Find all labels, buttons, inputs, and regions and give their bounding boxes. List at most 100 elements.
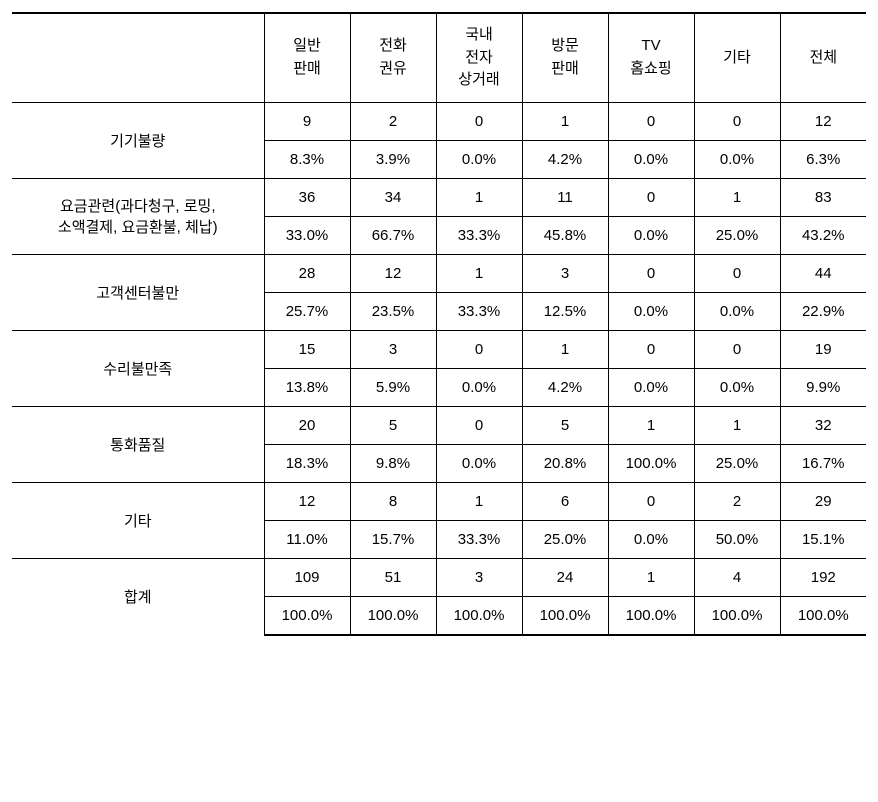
cell-count: 1 xyxy=(436,482,522,520)
cell-pct: 3.9% xyxy=(350,140,436,178)
cell-pct: 0.0% xyxy=(694,292,780,330)
cell-pct: 25.0% xyxy=(522,520,608,558)
cell-pct: 100.0% xyxy=(780,596,866,635)
cell-pct: 20.8% xyxy=(522,444,608,482)
cell-pct: 43.2% xyxy=(780,216,866,254)
col-header: 전화권유 xyxy=(350,13,436,102)
cell-count: 2 xyxy=(350,102,436,140)
cell-pct: 0.0% xyxy=(436,444,522,482)
cell-pct: 100.0% xyxy=(264,596,350,635)
cell-pct: 11.0% xyxy=(264,520,350,558)
cell-count: 24 xyxy=(522,558,608,596)
cell-pct: 8.3% xyxy=(264,140,350,178)
cell-pct: 16.7% xyxy=(780,444,866,482)
col-header: 전체 xyxy=(780,13,866,102)
cell-count: 0 xyxy=(608,254,694,292)
cell-pct: 0.0% xyxy=(608,216,694,254)
cell-count: 0 xyxy=(608,330,694,368)
cell-pct: 15.1% xyxy=(780,520,866,558)
col-header: TV홈쇼핑 xyxy=(608,13,694,102)
cell-count: 1 xyxy=(436,254,522,292)
cell-pct: 5.9% xyxy=(350,368,436,406)
table-row: 통화품질 20 5 0 5 1 1 32 xyxy=(12,406,866,444)
cell-count: 34 xyxy=(350,178,436,216)
table-row: 기타 12 8 1 6 0 2 29 xyxy=(12,482,866,520)
cell-count: 6 xyxy=(522,482,608,520)
cell-count: 0 xyxy=(608,102,694,140)
table-row: 고객센터불만 28 12 1 3 0 0 44 xyxy=(12,254,866,292)
cell-pct: 23.5% xyxy=(350,292,436,330)
cell-pct: 13.8% xyxy=(264,368,350,406)
cell-pct: 15.7% xyxy=(350,520,436,558)
cell-pct: 45.8% xyxy=(522,216,608,254)
col-header: 방문판매 xyxy=(522,13,608,102)
cell-pct: 4.2% xyxy=(522,140,608,178)
cell-count: 32 xyxy=(780,406,866,444)
cell-count: 5 xyxy=(350,406,436,444)
cell-count: 83 xyxy=(780,178,866,216)
cell-pct: 100.0% xyxy=(608,596,694,635)
cell-pct: 0.0% xyxy=(608,520,694,558)
row-label: 수리불만족 xyxy=(12,330,264,406)
cell-count: 109 xyxy=(264,558,350,596)
cell-pct: 18.3% xyxy=(264,444,350,482)
cell-count: 5 xyxy=(522,406,608,444)
cell-count: 36 xyxy=(264,178,350,216)
cell-count: 0 xyxy=(608,178,694,216)
cell-count: 8 xyxy=(350,482,436,520)
cell-pct: 25.0% xyxy=(694,444,780,482)
cell-count: 0 xyxy=(694,254,780,292)
cell-count: 51 xyxy=(350,558,436,596)
cell-pct: 25.0% xyxy=(694,216,780,254)
cell-count: 15 xyxy=(264,330,350,368)
cell-pct: 0.0% xyxy=(694,140,780,178)
col-header: 국내전자상거래 xyxy=(436,13,522,102)
cell-count: 1 xyxy=(608,406,694,444)
cell-pct: 0.0% xyxy=(608,140,694,178)
cell-pct: 50.0% xyxy=(694,520,780,558)
cell-pct: 12.5% xyxy=(522,292,608,330)
cell-pct: 100.0% xyxy=(608,444,694,482)
cell-pct: 0.0% xyxy=(436,140,522,178)
cell-count: 0 xyxy=(694,330,780,368)
cell-pct: 6.3% xyxy=(780,140,866,178)
cell-count: 3 xyxy=(522,254,608,292)
cell-count: 12 xyxy=(350,254,436,292)
cell-count: 3 xyxy=(350,330,436,368)
cell-count: 44 xyxy=(780,254,866,292)
cell-count: 20 xyxy=(264,406,350,444)
table-row: 기기불량 9 2 0 1 0 0 12 xyxy=(12,102,866,140)
cell-count: 192 xyxy=(780,558,866,596)
cell-pct: 100.0% xyxy=(350,596,436,635)
row-label: 요금관련(과다청구, 로밍,소액결제, 요금환불, 체납) xyxy=(12,178,264,254)
cell-count: 1 xyxy=(694,406,780,444)
cell-count: 11 xyxy=(522,178,608,216)
cell-pct: 100.0% xyxy=(522,596,608,635)
cell-pct: 66.7% xyxy=(350,216,436,254)
cell-pct: 22.9% xyxy=(780,292,866,330)
cell-count: 4 xyxy=(694,558,780,596)
col-header: 일반판매 xyxy=(264,13,350,102)
cell-pct: 33.0% xyxy=(264,216,350,254)
cell-pct: 0.0% xyxy=(608,368,694,406)
cell-count: 19 xyxy=(780,330,866,368)
cell-count: 1 xyxy=(694,178,780,216)
cell-pct: 33.3% xyxy=(436,520,522,558)
table-row: 합계 109 51 3 24 1 4 192 xyxy=(12,558,866,596)
table-row: 요금관련(과다청구, 로밍,소액결제, 요금환불, 체납) 36 34 1 11… xyxy=(12,178,866,216)
cell-pct: 100.0% xyxy=(694,596,780,635)
row-label: 기타 xyxy=(12,482,264,558)
cell-pct: 0.0% xyxy=(436,368,522,406)
cell-count: 1 xyxy=(608,558,694,596)
row-label: 합계 xyxy=(12,558,264,635)
cell-count: 28 xyxy=(264,254,350,292)
cell-count: 29 xyxy=(780,482,866,520)
cell-pct: 33.3% xyxy=(436,216,522,254)
cell-count: 0 xyxy=(694,102,780,140)
header-blank xyxy=(12,13,264,102)
table-header-row: 일반판매 전화권유 국내전자상거래 방문판매 TV홈쇼핑 기타 전체 xyxy=(12,13,866,102)
table-row: 수리불만족 15 3 0 1 0 0 19 xyxy=(12,330,866,368)
row-label: 기기불량 xyxy=(12,102,264,178)
cell-pct: 4.2% xyxy=(522,368,608,406)
cell-pct: 100.0% xyxy=(436,596,522,635)
